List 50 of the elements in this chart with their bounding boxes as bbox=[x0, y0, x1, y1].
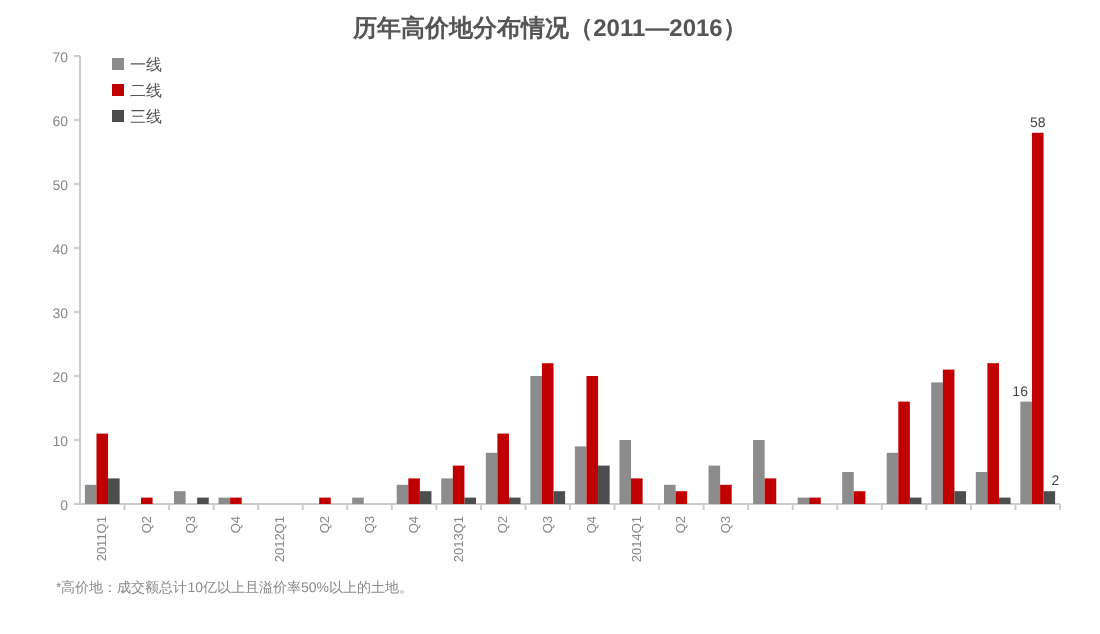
bar bbox=[675, 491, 688, 504]
chart-title: 历年高价地分布情况（2011—2016） bbox=[351, 14, 747, 42]
bar bbox=[631, 478, 643, 504]
bar bbox=[96, 433, 109, 504]
bar bbox=[764, 478, 777, 504]
bar bbox=[419, 491, 432, 504]
bar bbox=[485, 452, 498, 504]
bar bbox=[197, 497, 209, 504]
bar bbox=[942, 369, 955, 504]
bar bbox=[530, 376, 542, 504]
bar bbox=[886, 452, 899, 504]
bar bbox=[352, 497, 364, 504]
bar bbox=[975, 472, 988, 504]
bar bbox=[464, 497, 477, 504]
bar bbox=[708, 465, 721, 504]
bar bbox=[1031, 132, 1044, 504]
bar bbox=[553, 491, 566, 504]
bar bbox=[998, 497, 1011, 504]
bar bbox=[108, 478, 120, 504]
legend-label: 一线 bbox=[130, 56, 162, 74]
bar bbox=[497, 433, 509, 504]
legend-label: 二线 bbox=[130, 82, 162, 100]
bar bbox=[441, 478, 453, 504]
bar bbox=[1020, 401, 1032, 504]
bar bbox=[574, 446, 587, 504]
bar bbox=[319, 497, 331, 504]
bar bbox=[898, 401, 910, 504]
bar bbox=[1043, 491, 1056, 504]
bar bbox=[619, 440, 632, 504]
bar bbox=[452, 465, 465, 504]
bar bbox=[954, 491, 967, 504]
bar bbox=[541, 363, 554, 504]
bar bbox=[230, 497, 242, 504]
bar bbox=[720, 484, 732, 504]
bar bbox=[987, 363, 999, 504]
bar bbox=[508, 497, 521, 504]
bar bbox=[663, 484, 676, 504]
bar bbox=[931, 382, 943, 504]
bar bbox=[809, 497, 821, 504]
bar bbox=[598, 465, 610, 504]
bar bbox=[586, 376, 599, 504]
bar bbox=[408, 478, 420, 504]
bar bbox=[84, 484, 97, 504]
bar bbox=[753, 440, 765, 504]
bar bbox=[396, 484, 409, 504]
bar bbox=[173, 491, 186, 504]
bar bbox=[853, 491, 866, 504]
legend-label: 三线 bbox=[130, 108, 162, 126]
bar bbox=[141, 497, 153, 504]
bar bbox=[842, 472, 854, 504]
